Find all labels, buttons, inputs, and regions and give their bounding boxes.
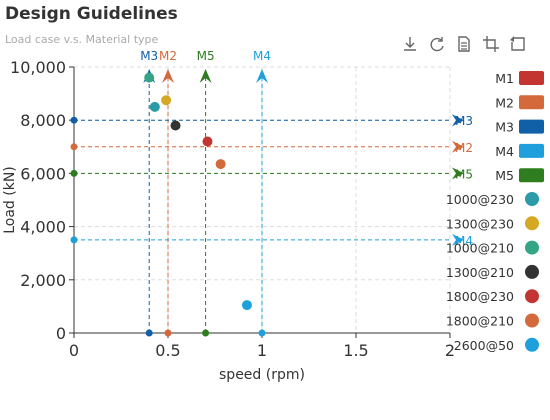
guide-y-axis-marker	[70, 143, 78, 151]
legend-label: M5	[495, 168, 514, 183]
data-view-icon[interactable]	[454, 34, 474, 54]
legend-label: M4	[495, 144, 514, 159]
x-tick-label: 2	[445, 341, 455, 360]
guide-arrow-up	[256, 69, 268, 83]
material-guide-m3: M3 M3	[70, 49, 473, 337]
material-guide-m2: M2 M2	[70, 49, 473, 337]
refresh-icon[interactable]	[427, 34, 447, 54]
guide-x-axis-marker	[202, 329, 210, 337]
legend-item-2600-at-50: 2600@50	[454, 337, 539, 353]
guide-label-right: M2	[455, 141, 473, 155]
data-point-1000-at-210	[144, 72, 155, 83]
legend-label: 1300@210	[446, 265, 514, 280]
legend-swatch	[519, 95, 544, 110]
guide-x-axis-marker	[145, 329, 153, 337]
zoom-reset-icon[interactable]	[508, 34, 528, 54]
guide-arrow-up	[162, 69, 174, 83]
legend-label: M3	[495, 120, 514, 135]
data-point-1300-at-230	[161, 95, 172, 106]
guide-arrow-up	[199, 69, 212, 83]
guide-label-right: M4	[455, 234, 473, 248]
guide-arrow-right	[452, 167, 464, 180]
legend-label: M2	[495, 95, 514, 110]
x-tick-label: 0	[69, 341, 79, 360]
guide-arrow-right	[452, 114, 464, 127]
legend-swatch	[519, 71, 544, 85]
toolbox	[400, 34, 530, 56]
legend-swatch	[525, 289, 539, 304]
legend-swatch	[519, 168, 544, 183]
material-guide-m4: M4 M4	[70, 49, 473, 337]
data-point-1800-at-210	[215, 159, 226, 170]
guide-y-axis-marker	[70, 116, 78, 124]
legend-label: 1300@230	[446, 216, 514, 231]
guide-label-top: M4	[253, 49, 271, 63]
legend-item-m5: M5	[495, 168, 544, 183]
legend-swatch	[525, 240, 539, 255]
guide-label-right: M5	[455, 167, 473, 181]
legend-item-1000-at-210: 1000@210	[446, 240, 539, 256]
data-point-2600-at-50	[241, 300, 252, 311]
guide-label-top: M3	[140, 49, 158, 63]
data-point-1800-at-230	[202, 136, 213, 147]
legend-item-m4: M4	[495, 143, 544, 159]
legend-label: 1000@210	[446, 241, 514, 256]
legend: M1 M2 M3 M4 M5 1000@230 1300@230 1000@210 1300@2…	[446, 71, 544, 353]
y-tick-label: 0	[56, 324, 66, 343]
material-guide-m5: M5 M5	[70, 49, 473, 337]
chart-subtitle: Load case v.s. Material type	[5, 33, 159, 46]
legend-item-1000-at-230: 1000@230	[446, 192, 539, 207]
legend-swatch	[525, 337, 539, 352]
legend-swatch	[525, 192, 539, 206]
guide-label-top: M2	[159, 49, 177, 63]
legend-label: 1800@230	[446, 289, 514, 304]
data-points	[144, 72, 252, 311]
legend-swatch	[525, 313, 539, 328]
guide-arrow-right	[452, 233, 464, 246]
data-point-1000-at-230	[149, 101, 160, 112]
legend-label: 1800@210	[446, 314, 514, 329]
guide-y-axis-marker	[70, 236, 78, 244]
legend-item-m2: M2	[495, 95, 544, 110]
y-tick-label: 6,000	[20, 164, 66, 183]
guide-x-axis-marker	[258, 329, 266, 337]
y-axis-label: Load (kN)	[2, 166, 18, 234]
legend-item-1800-at-210: 1800@210	[446, 313, 539, 329]
x-axis-label: speed (rpm)	[219, 367, 305, 383]
chart-title: Design Guidelines	[5, 4, 178, 24]
legend-item-1300-at-210: 1300@210	[446, 264, 539, 280]
guide-label-right: M3	[455, 114, 473, 128]
guide-x-axis-marker	[164, 329, 172, 337]
x-tick-label: 0.5	[155, 341, 180, 360]
axes: 0 2,000 4,000 6,000 8,000 10,000 0 0.5 1 1.5 2	[10, 58, 455, 360]
y-tick-label: 8,000	[20, 111, 66, 130]
legend-swatch	[519, 119, 544, 134]
y-tick-label: 10,000	[10, 58, 66, 77]
legend-item-m1: M1	[495, 71, 544, 86]
x-tick-label: 1.5	[343, 341, 368, 360]
guide-label-top: M5	[197, 49, 215, 63]
download-icon[interactable]	[400, 34, 420, 54]
legend-label: 1000@230	[446, 192, 514, 207]
x-tick-label: 1	[257, 341, 267, 360]
legend-swatch	[525, 264, 539, 279]
y-tick-label: 2,000	[20, 271, 66, 290]
legend-label: M1	[495, 71, 514, 86]
y-tick-label: 4,000	[20, 218, 66, 237]
legend-item-1300-at-230: 1300@230	[446, 216, 539, 231]
crop-zoom-icon[interactable]	[481, 34, 501, 54]
data-point-1300-at-210	[170, 120, 181, 131]
legend-item-m3: M3	[495, 119, 544, 135]
legend-label: 2600@50	[454, 338, 514, 353]
guide-y-axis-marker	[70, 169, 78, 177]
guide-arrow-right	[452, 140, 464, 153]
legend-swatch	[519, 143, 544, 158]
legend-item-1800-at-230: 1800@230	[446, 289, 539, 304]
legend-swatch	[525, 216, 539, 231]
